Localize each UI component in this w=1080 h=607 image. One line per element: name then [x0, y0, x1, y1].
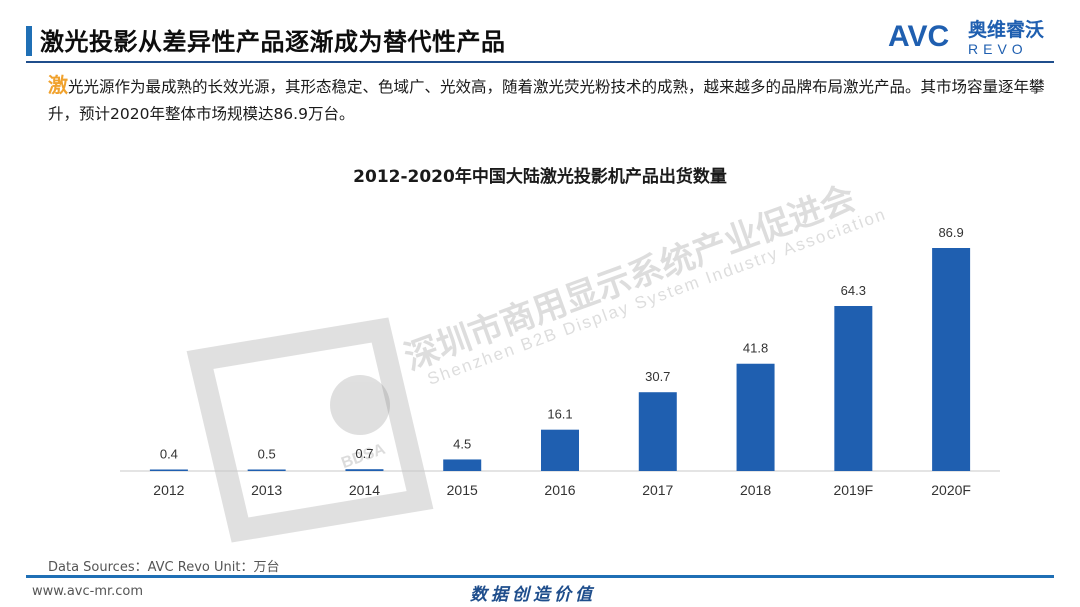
- x-tick-2019F: 2019F: [833, 482, 873, 498]
- x-tick-2020F: 2020F: [931, 482, 971, 498]
- avc-revo-logo: AVC 奥维睿沃 REVO: [888, 18, 1044, 57]
- footer-url: www.avc-mr.com: [32, 584, 144, 599]
- bar-2015: [443, 459, 482, 471]
- page-title: 激光投影从差异性产品逐渐成为替代性产品: [40, 28, 506, 56]
- chart-title: 2012-2020年中国大陆激光投影机产品出货数量: [353, 166, 727, 187]
- value-label-2018: 41.8: [743, 341, 768, 356]
- title-divider: [26, 61, 1054, 63]
- value-label-2013: 0.5: [258, 447, 276, 462]
- bars-group: [149, 248, 971, 471]
- intro-paragraph: 激光光源作为最成熟的长效光源，其形态稳定、色域广、光效高，随着激光荧光粉技术的成…: [48, 72, 1058, 128]
- bar-2018: [736, 363, 775, 471]
- value-label-2017: 30.7: [645, 369, 670, 384]
- bar-2013: [247, 469, 286, 471]
- intro-first-char: 激: [48, 73, 68, 97]
- bar-2020F: [932, 248, 971, 471]
- x-tick-2012: 2012: [153, 482, 184, 498]
- intro-text: 光光源作为最成熟的长效光源，其形态稳定、色域广、光效高，随着激光荧光粉技术的成熟…: [48, 78, 1045, 123]
- value-label-2015: 4.5: [453, 436, 471, 451]
- value-label-2012: 0.4: [160, 447, 178, 462]
- logo-text-en: AVC: [888, 20, 949, 53]
- value-label-2020F: 86.9: [938, 225, 963, 240]
- x-tick-2017: 2017: [642, 482, 673, 498]
- x-tick-2014: 2014: [349, 482, 380, 498]
- bar-2016: [541, 429, 579, 471]
- bar-2014: [345, 469, 384, 471]
- data-source-note: Data Sources：AVC Revo Unit：万台: [48, 560, 280, 575]
- value-label-2019F: 64.3: [841, 283, 866, 298]
- logo-text-cn: 奥维睿沃: [968, 18, 1044, 41]
- x-tick-2018: 2018: [740, 482, 771, 498]
- footer-slogan: 数据创造价值: [470, 585, 596, 605]
- tick-labels-group: 2012 2013 2014 2015 2016 2017 2018 2019F 2020F: [153, 482, 971, 498]
- x-tick-2015: 2015: [447, 482, 478, 498]
- value-label-2014: 0.7: [355, 446, 373, 461]
- x-tick-2013: 2013: [251, 482, 282, 498]
- bar-2012: [149, 469, 188, 471]
- bar-2019F: [834, 305, 873, 471]
- logo-text-sub: REVO: [968, 41, 1028, 57]
- footer-divider: [26, 575, 1054, 578]
- bar-2017: [638, 392, 677, 471]
- title-accent-bar: [26, 26, 32, 56]
- x-tick-2016: 2016: [544, 482, 575, 498]
- bar-chart: 2012-2020年中国大陆激光投影机产品出货数量 0.4 0.5 0.7 4.5 16…: [120, 166, 1000, 498]
- value-labels-group: 0.4 0.5 0.7 4.5 16.1 30.7 41.8 64.3 86.9: [160, 225, 964, 462]
- value-label-2016: 16.1: [547, 407, 572, 422]
